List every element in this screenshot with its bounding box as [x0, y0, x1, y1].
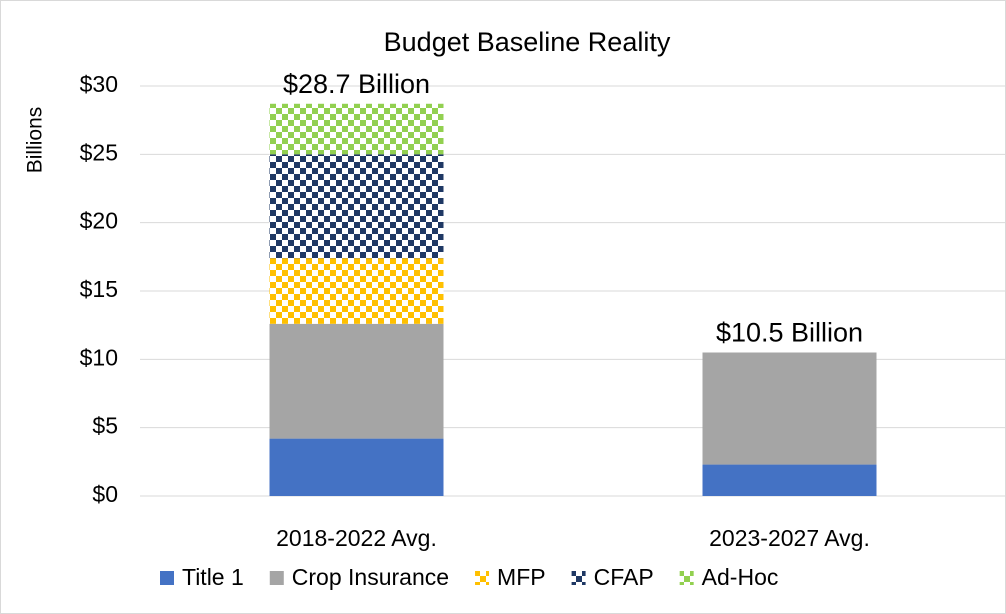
bar-segment: [702, 352, 877, 465]
legend-swatch: [571, 571, 586, 585]
y-axis-label: Billions: [24, 107, 47, 174]
bar-segment: [702, 464, 877, 496]
legend-label: CFAP: [594, 564, 654, 590]
bar-segment: [269, 154, 444, 259]
legend-swatch: [269, 571, 284, 585]
y-tick-label: $10: [80, 344, 118, 370]
y-tick-label: $15: [80, 276, 118, 302]
legend-swatch: [679, 571, 694, 585]
total-label: $10.5 Billion: [716, 318, 863, 348]
legend-swatch: [475, 571, 490, 585]
y-tick-label: $25: [80, 139, 118, 165]
legend-label: Title 1: [182, 564, 244, 590]
bar-segment: [269, 103, 444, 155]
x-tick-label: 2018-2022 Avg.: [276, 525, 437, 551]
x-tick-label: 2023-2027 Avg.: [709, 525, 870, 551]
legend-label: Crop Insurance: [292, 564, 449, 590]
legend-label: Ad-Hoc: [702, 564, 779, 590]
y-tick-label: $5: [92, 413, 118, 439]
total-label: $28.7 Billion: [283, 69, 430, 99]
y-tick-label: $30: [80, 71, 118, 97]
bar-segment: [269, 438, 444, 496]
bar-segment: [269, 323, 444, 439]
y-tick-label: $20: [80, 208, 118, 234]
bar-segment: [269, 258, 444, 324]
legend-swatch: [160, 571, 174, 585]
legend-label: MFP: [497, 564, 546, 590]
y-tick-label: $0: [92, 481, 118, 507]
chart-title: Budget Baseline Reality: [384, 27, 671, 57]
